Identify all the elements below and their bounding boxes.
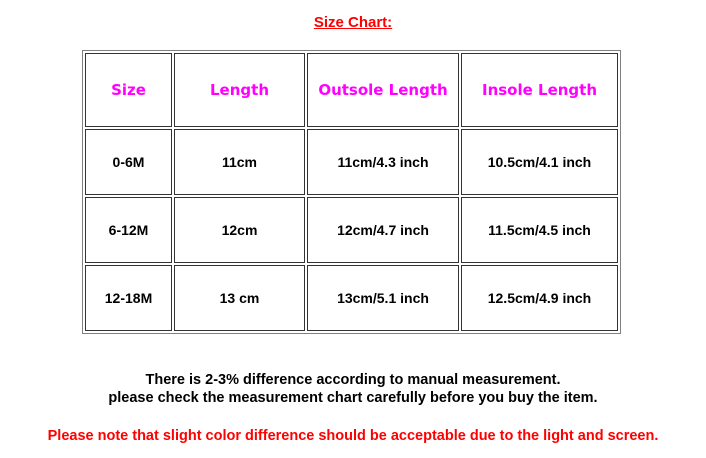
color-warning: Please note that slight color difference… — [47, 428, 659, 444]
header-length: Length — [174, 53, 305, 127]
table-row: 0-6M 11cm 11cm/4.3 inch 10.5cm/4.1 inch — [85, 128, 618, 195]
table-row: 6-12M 12cm 12cm/4.7 inch 11.5cm/4.5 inch — [85, 196, 618, 263]
cell-size: 0-6M — [85, 128, 172, 195]
size-chart-table: Size Length Outsole Length Insole Length… — [82, 50, 621, 334]
header-insole-length: Insole Length — [461, 53, 618, 127]
cell-insole: 11.5cm/4.5 inch — [461, 196, 618, 263]
measurement-note-1: There is 2-3% difference according to ma… — [145, 372, 561, 388]
cell-insole: 12.5cm/4.9 inch — [461, 264, 618, 331]
cell-insole: 10.5cm/4.1 inch — [461, 128, 618, 195]
cell-outsole: 13cm/5.1 inch — [307, 264, 459, 331]
table-header-row: Size Length Outsole Length Insole Length — [85, 53, 618, 127]
cell-outsole: 11cm/4.3 inch — [307, 128, 459, 195]
cell-length: 13 cm — [174, 264, 305, 331]
cell-length: 11cm — [174, 128, 305, 195]
cell-size: 12-18M — [85, 264, 172, 331]
size-chart-title: Size Chart: — [313, 14, 393, 31]
table-row: 12-18M 13 cm 13cm/5.1 inch 12.5cm/4.9 in… — [85, 264, 618, 331]
cell-size: 6-12M — [85, 196, 172, 263]
measurement-note-2: please check the measurement chart caref… — [108, 390, 598, 406]
header-outsole-length: Outsole Length — [307, 53, 459, 127]
cell-length: 12cm — [174, 196, 305, 263]
cell-outsole: 12cm/4.7 inch — [307, 196, 459, 263]
header-size: Size — [85, 53, 172, 127]
